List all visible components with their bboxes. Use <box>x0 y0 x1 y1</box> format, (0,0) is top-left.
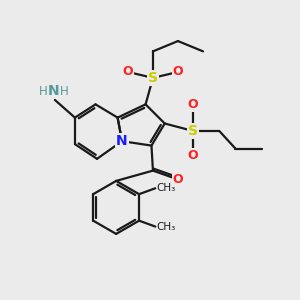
Text: O: O <box>123 65 133 79</box>
Text: N: N <box>48 84 59 98</box>
Text: O: O <box>188 98 198 111</box>
Text: CH₃: CH₃ <box>157 222 176 232</box>
Text: S: S <box>148 71 158 85</box>
Text: O: O <box>173 173 183 186</box>
Text: H: H <box>60 85 68 98</box>
Text: H: H <box>39 85 47 98</box>
Text: N: N <box>116 134 128 148</box>
Text: O: O <box>188 149 198 162</box>
Text: O: O <box>173 65 183 79</box>
Text: CH₃: CH₃ <box>157 183 176 193</box>
Text: S: S <box>188 124 198 138</box>
